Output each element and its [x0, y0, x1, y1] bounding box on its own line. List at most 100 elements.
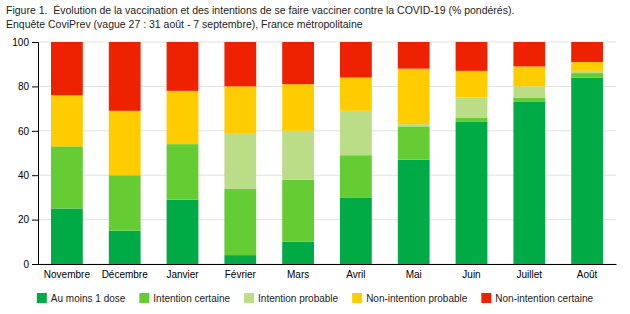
bar-segment	[571, 42, 603, 62]
bar-segment	[224, 133, 256, 189]
bar-segment	[167, 91, 199, 144]
bar-segment	[456, 71, 488, 98]
bar-segment	[340, 42, 372, 78]
y-tick: 0	[23, 259, 38, 270]
subtitle: Enquête CoviPrev (vague 27 : 31 août - 7…	[6, 18, 363, 30]
bar-segment	[282, 42, 314, 84]
bar-segment	[109, 175, 141, 231]
tick-mark	[32, 86, 38, 87]
bar-segment	[109, 111, 141, 175]
bar-segment	[340, 111, 372, 155]
legend-label: Non-intention certaine	[495, 293, 593, 304]
tick-label: 20	[18, 214, 30, 225]
legend-label: Intention certaine	[153, 293, 230, 304]
bar-segment	[398, 42, 430, 69]
tick-label: Février	[225, 269, 257, 280]
tick-label: Avril	[346, 269, 365, 280]
x-tick: Novembre	[44, 264, 91, 280]
legend-item: Au moins 1 dose	[37, 293, 126, 304]
tick-mark	[32, 131, 38, 132]
legend-label: Au moins 1 dose	[51, 293, 126, 304]
bar-segment	[456, 42, 488, 71]
x-tick: Avril	[346, 264, 365, 280]
bar-segment	[282, 131, 314, 180]
bar-segment	[224, 42, 256, 86]
bar-segment	[456, 122, 488, 264]
y-tick: 20	[18, 214, 38, 225]
tick-label: Mars	[287, 269, 309, 280]
bar-segment	[571, 71, 603, 73]
tick-label: Décembre	[102, 269, 149, 280]
x-tick: Août	[577, 264, 598, 280]
tick-label: 80	[18, 81, 30, 92]
legend-item: Intention certaine	[139, 293, 230, 304]
bar-segment	[167, 200, 199, 264]
bar-segment	[167, 144, 199, 200]
tick-label: Juillet	[517, 269, 543, 280]
bar-segment	[571, 62, 603, 71]
legend-swatch	[244, 293, 254, 303]
bar-segment	[340, 197, 372, 264]
bar-segment	[513, 102, 545, 264]
axis-line	[32, 43, 39, 265]
series	[51, 42, 603, 111]
bar-segment	[167, 42, 199, 91]
bar-segment	[51, 209, 83, 265]
bar-segment	[224, 255, 256, 264]
x-tick: Mai	[406, 264, 422, 280]
x-tick: Juin	[462, 264, 480, 280]
x-axis: Novembre Décembre Janvier Février Mars Avril M…	[39, 264, 617, 280]
tick-label: Juin	[462, 269, 480, 280]
legend-label: Intention probable	[258, 293, 339, 304]
legend: Au moins 1 dose Intention certaine Intenti…	[37, 293, 594, 304]
grid	[38, 42, 616, 264]
axis-line	[39, 264, 617, 265]
legend-swatch	[481, 293, 491, 303]
tick-label: Mai	[406, 269, 422, 280]
legend-item: Intention probable	[244, 293, 339, 304]
bar-segment	[51, 146, 83, 208]
chart: Figure 1. Évolution de la vaccination et…	[0, 0, 630, 314]
tick-label: 60	[18, 126, 30, 137]
tick-label: 0	[23, 259, 29, 270]
bar-segment	[513, 98, 545, 102]
bar-segment	[456, 117, 488, 121]
tick-label: Août	[577, 269, 598, 280]
bars	[51, 42, 603, 264]
bar-segment	[224, 86, 256, 133]
bar-segment	[51, 95, 83, 146]
legend-label: Non-intention probable	[366, 293, 468, 304]
bar-segment	[340, 78, 372, 111]
y-tick: 60	[18, 126, 38, 137]
tick-label: Novembre	[44, 269, 91, 280]
bar-segment	[513, 86, 545, 97]
bar-segment	[398, 160, 430, 264]
bar-segment	[456, 98, 488, 118]
legend-swatch	[352, 293, 362, 303]
tick-label: 40	[18, 170, 30, 181]
legend-swatch	[37, 293, 47, 303]
title: Figure 1. Évolution de la vaccination et…	[6, 4, 514, 16]
x-tick: Décembre	[102, 264, 149, 280]
bar-segment	[513, 42, 545, 66]
y-tick: 100	[12, 37, 38, 48]
y-axis: 0 20 40 60 80 100	[12, 37, 38, 270]
tick-mark	[32, 220, 38, 221]
bar-segment	[571, 73, 603, 77]
tick-label: 100	[12, 37, 29, 48]
x-tick: Février	[225, 264, 257, 280]
bar-segment	[571, 78, 603, 264]
bar-segment	[224, 189, 256, 256]
x-tick: Juillet	[517, 264, 543, 280]
legend-item: Non-intention certaine	[481, 293, 593, 304]
bar-segment	[398, 124, 430, 126]
tick-label: Janvier	[166, 269, 199, 280]
x-tick: Janvier	[166, 264, 199, 280]
bar-segment	[109, 42, 141, 111]
bar-segment	[513, 66, 545, 86]
legend-swatch	[139, 293, 149, 303]
legend-item: Non-intention probable	[352, 293, 468, 304]
tick-mark	[32, 175, 38, 176]
tick-mark	[32, 264, 38, 265]
bar-segment	[398, 126, 430, 159]
